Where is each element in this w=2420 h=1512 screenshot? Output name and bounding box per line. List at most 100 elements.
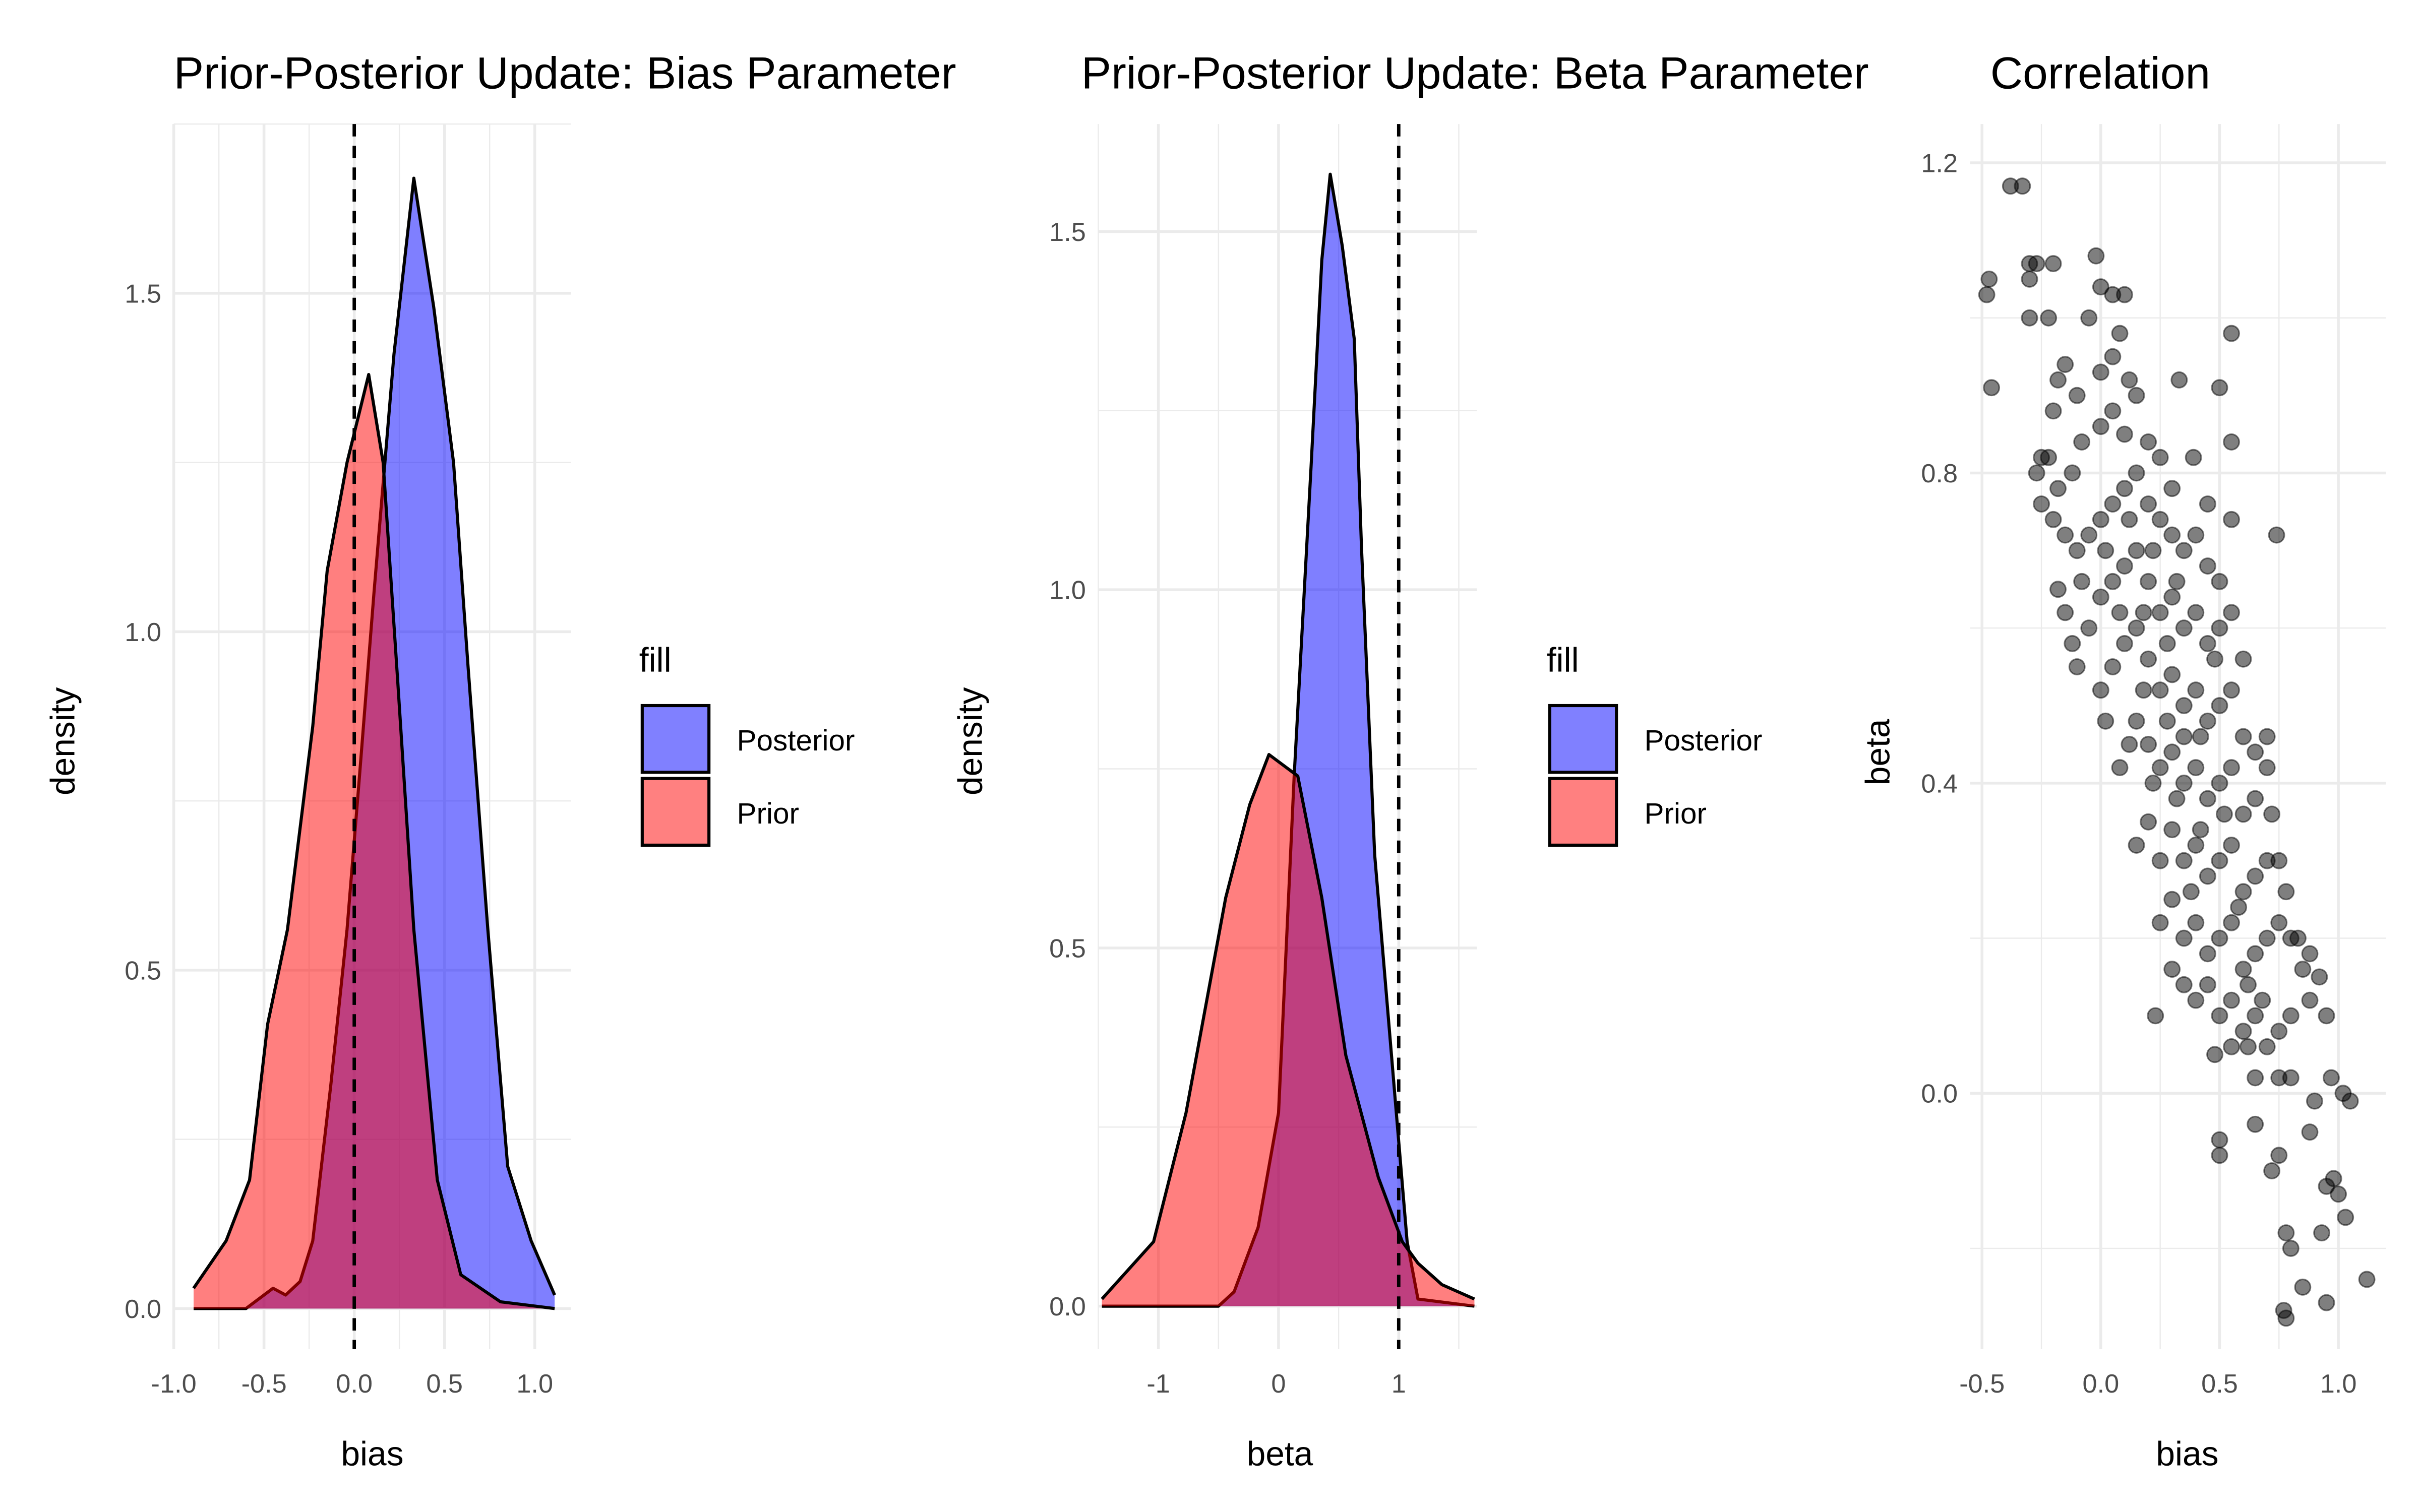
scatter-point xyxy=(2151,759,2169,776)
scatter-point xyxy=(2301,991,2319,1009)
scatter-point xyxy=(2128,837,2145,854)
scatter-point xyxy=(2163,480,2181,497)
scatter-point xyxy=(2116,480,2133,497)
scatter-point xyxy=(2049,480,2067,497)
scatter-point xyxy=(2092,278,2109,296)
legend-1: fill Posterior Prior xyxy=(639,641,855,847)
scatter-point xyxy=(2282,1240,2300,1257)
scatter-point xyxy=(2128,464,2145,482)
scatter-point xyxy=(2223,991,2240,1009)
scatter-point xyxy=(2175,852,2193,869)
scatter-point xyxy=(2247,867,2264,885)
scatter-point xyxy=(2247,743,2264,761)
y-tick-label: 0.5 xyxy=(1049,934,1086,963)
legend-title: fill xyxy=(639,641,672,679)
scatter-point xyxy=(2064,464,2081,482)
scatter-point xyxy=(2282,1069,2300,1087)
scatter-point xyxy=(2163,891,2181,908)
scatter-point xyxy=(2325,1170,2342,1187)
scatter-point xyxy=(2187,759,2205,776)
x-tick-label: 0 xyxy=(1271,1369,1286,1399)
scatter-point xyxy=(2358,1271,2376,1288)
scatter-point xyxy=(2073,433,2091,451)
x-tick-label: 0.0 xyxy=(2083,1369,2120,1399)
scatter-point xyxy=(2223,914,2240,931)
scatter-point xyxy=(2311,968,2328,986)
scatter-point xyxy=(2080,526,2098,544)
scatter-point xyxy=(2175,542,2193,559)
legend-label-prior: Prior xyxy=(1645,797,1707,830)
scatter-point xyxy=(2282,1007,2300,1025)
scatter-point xyxy=(2277,1224,2295,1242)
scatter-point xyxy=(2199,495,2216,513)
scatter-point xyxy=(2234,805,2252,823)
scatter-point xyxy=(2270,1147,2288,1164)
scatter-point xyxy=(2247,1115,2264,1133)
scatter-point xyxy=(2168,790,2186,807)
scatter-point xyxy=(2206,650,2223,668)
scatter-point xyxy=(2104,495,2122,513)
scatter-point xyxy=(2033,495,2050,513)
scatter-point xyxy=(2187,604,2205,621)
scatter-point xyxy=(2092,511,2109,528)
scatter-point xyxy=(2092,418,2109,435)
scatter-point xyxy=(2147,1007,2164,1025)
scatter-point xyxy=(2211,697,2228,714)
scatter-point xyxy=(2044,402,2062,420)
y-tick-label: 1.5 xyxy=(125,279,161,308)
y-tick-label: 0.5 xyxy=(125,956,161,985)
scatter-point xyxy=(2199,712,2216,730)
scatter-point xyxy=(2263,805,2281,823)
scatter-point xyxy=(2044,511,2062,528)
scatter-point xyxy=(2163,526,2181,544)
scatter-point xyxy=(2263,1162,2281,1180)
scatter-point xyxy=(2277,883,2295,901)
scatter-point xyxy=(2116,425,2133,443)
scatter-point xyxy=(2223,511,2240,528)
y-tick-label: 1.2 xyxy=(1921,149,1958,178)
scatter-point xyxy=(2135,604,2152,621)
legend-key-posterior xyxy=(640,704,711,774)
scatter-point xyxy=(2234,1023,2252,1040)
scatter-point xyxy=(2151,604,2169,621)
scatter-point xyxy=(2175,619,2193,637)
scatter-point xyxy=(2068,387,2086,404)
scatter-point xyxy=(2073,573,2091,590)
legend-key-prior xyxy=(640,777,711,847)
scatter-point xyxy=(2234,650,2252,668)
scatter-point xyxy=(2234,883,2252,901)
scatter-point xyxy=(2182,883,2200,901)
scatter-point xyxy=(2111,604,2129,621)
scatter-point xyxy=(2151,681,2169,699)
scatter-point xyxy=(2116,635,2133,652)
legend-key-posterior xyxy=(1548,704,1618,774)
scatter-point xyxy=(2135,681,2152,699)
scatter-point xyxy=(2223,759,2240,776)
xlabel-bias: bias xyxy=(341,1435,403,1473)
scatter-point xyxy=(2087,247,2105,265)
scatter-point xyxy=(2111,759,2129,776)
scatter-point xyxy=(2223,325,2240,342)
scatter-point xyxy=(2104,348,2122,365)
scatter-point xyxy=(1983,379,2001,397)
scatter-point xyxy=(2168,573,2186,590)
scatter-point xyxy=(2049,581,2067,598)
x-tick-label: -1 xyxy=(1146,1369,1170,1399)
scatter-point xyxy=(2151,914,2169,931)
ylabel-density-1: density xyxy=(44,687,82,795)
y-tick-label: 1.0 xyxy=(125,618,161,647)
y-tick-label: 1.0 xyxy=(1049,576,1086,605)
panel-correlation-scatter: -0.5 0.0 0.5 1.0 0.0 0.4 0.8 1.2 xyxy=(1921,124,2386,1399)
scatter-point xyxy=(2258,929,2276,947)
scatter-point xyxy=(2151,511,2169,528)
scatter-point xyxy=(2144,542,2162,559)
scatter-point xyxy=(2092,588,2109,606)
scatter-point xyxy=(2247,790,2264,807)
scatter-point xyxy=(2211,774,2228,792)
scatter-point xyxy=(2163,666,2181,683)
scatter-point xyxy=(2199,867,2216,885)
scatter-point xyxy=(2318,1294,2335,1311)
scatter-point xyxy=(2234,728,2252,745)
scatter-point xyxy=(2199,635,2216,652)
scatter-point xyxy=(2097,542,2114,559)
